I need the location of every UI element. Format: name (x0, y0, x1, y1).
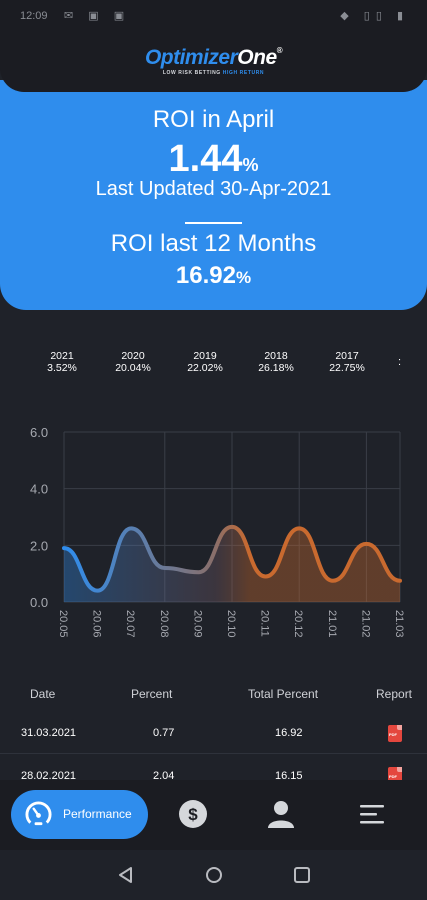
x-tick-label: 20.08 (158, 610, 170, 638)
chart-area-fill (64, 526, 400, 602)
roi-12-unit: % (235, 268, 252, 287)
status-time: 12:09 (20, 10, 48, 22)
year-value: 22.75% (329, 362, 365, 374)
chart-point-20.11 (264, 575, 268, 579)
pdf-report-icon[interactable]: PDF (388, 767, 402, 784)
year-label: 2017 (335, 350, 359, 362)
roi-month-value: 1.44% (0, 138, 427, 181)
roi-divider (185, 222, 242, 224)
year-item-2017[interactable]: 2017 22.75% (317, 350, 377, 374)
logo-part-optimizer: Optimizer (144, 46, 238, 69)
year-item-2020[interactable]: 2020 20.04% (103, 350, 163, 374)
chart-point-20.05 (62, 546, 66, 550)
speedometer-icon (25, 801, 52, 828)
roi-line-chart: 0.0 2.0 4.0 6.0 20.05 20.06 20.07 20.08 20.09 20.… (30, 425, 405, 638)
year-value: 3.52% (47, 362, 77, 374)
x-tick-label: 20.06 (91, 610, 103, 638)
recents-icon[interactable] (293, 866, 311, 884)
table-row[interactable]: 28.02.2021 2.04 16.15 PDF (0, 756, 427, 796)
logo-part-one: One (237, 46, 277, 69)
roi-12-value: 16.92% (0, 262, 427, 290)
table-row[interactable]: 31.03.2021 0.77 16.92 PDF (0, 712, 427, 752)
x-tick-label: 20.12 (292, 610, 304, 638)
logo-registered: ® (276, 46, 283, 55)
y-tick-label: 2.0 (30, 538, 48, 553)
chart-point-20.12 (297, 526, 301, 530)
x-tick-label: 20.05 (57, 610, 69, 638)
row-total: 16.15 (275, 770, 303, 782)
logo-tagline: LOW RISK BETTING HIGH RETURN (0, 70, 427, 76)
col-total-percent: Total Percent (248, 687, 319, 701)
android-navigation-bar (0, 850, 427, 900)
notification-icons: ✉ ▣ ▣ (64, 10, 131, 22)
row-separator (0, 753, 427, 754)
roi-month-number: 1.44 (168, 138, 243, 180)
x-tick-label: 20.09 (191, 610, 203, 638)
tagline-high-return: HIGH RETURN (222, 70, 265, 76)
year-label: 2020 (121, 350, 145, 362)
nav-profile-icon[interactable] (265, 798, 297, 830)
year-value: 22.02% (187, 362, 223, 374)
tagline-low-risk: LOW RISK BETTING (162, 70, 221, 76)
roi-month-unit: % (242, 155, 259, 175)
chart-point-20.07 (129, 526, 133, 530)
year-value: 20.04% (115, 362, 151, 374)
x-tick-label: 20.10 (225, 610, 237, 638)
year-value: 26.18% (258, 362, 294, 374)
year-label: 2021 (50, 350, 74, 362)
row-date: 28.02.2021 (21, 770, 77, 782)
x-tick-label: 20.07 (124, 610, 136, 638)
roi-12-number: 16.92 (175, 262, 236, 289)
year-item-2019[interactable]: 2019 22.02% (175, 350, 235, 374)
chart-point-20.06 (96, 589, 100, 593)
nav-performance-button[interactable]: Performance (11, 790, 148, 839)
row-date: 31.03.2021 (21, 727, 77, 739)
year-strip-more[interactable]: : (398, 356, 402, 368)
nav-performance-label: Performance (63, 807, 132, 821)
col-percent: Percent (131, 687, 173, 701)
row-percent: 2.04 (153, 770, 175, 782)
chart-point-20.08 (163, 566, 167, 570)
chart-point-20.09 (196, 570, 200, 574)
year-label: 2019 (193, 350, 217, 362)
year-label: 2018 (264, 350, 288, 362)
svg-text:$: $ (188, 805, 198, 824)
chart-point-21.01 (331, 579, 335, 583)
app-header (0, 30, 427, 92)
year-item-2021[interactable]: 2021 3.52% (32, 350, 92, 374)
x-tick-label: 21.02 (359, 610, 371, 638)
y-tick-label: 0.0 (30, 595, 48, 610)
roi-12-title: ROI last 12 Months (110, 230, 317, 257)
roi-month-title: ROI in April (152, 106, 275, 133)
roi-card (0, 92, 427, 310)
home-icon[interactable] (205, 866, 223, 884)
col-report: Report (376, 687, 413, 701)
app-logo: OptimizerOne® (0, 46, 427, 70)
nav-dollar-icon[interactable]: $ (177, 798, 209, 830)
chart-series-line (62, 524, 402, 593)
system-status-icons: ◆ ▯▯ ▮ (340, 10, 409, 22)
roi-last-updated: Last Updated 30-Apr-2021 (95, 178, 332, 200)
row-total: 16.92 (275, 727, 303, 739)
x-tick-label: 21.03 (393, 610, 405, 638)
col-date: Date (30, 687, 56, 701)
pdf-report-icon[interactable]: PDF (388, 725, 402, 742)
y-tick-label: 4.0 (30, 482, 48, 497)
nav-menu-icon[interactable] (356, 798, 388, 830)
chart-point-21.02 (364, 542, 368, 546)
x-tick-label: 20.11 (259, 610, 271, 637)
chart-point-21.03 (398, 579, 402, 583)
back-icon[interactable] (117, 866, 135, 884)
y-tick-label: 6.0 (30, 425, 48, 440)
chart-point-20.10 (230, 525, 234, 529)
year-item-2018[interactable]: 2018 26.18% (246, 350, 306, 374)
table-header: Date Percent Total Percent Report (0, 687, 427, 703)
x-tick-label: 21.01 (326, 610, 338, 638)
row-percent: 0.77 (153, 727, 175, 739)
